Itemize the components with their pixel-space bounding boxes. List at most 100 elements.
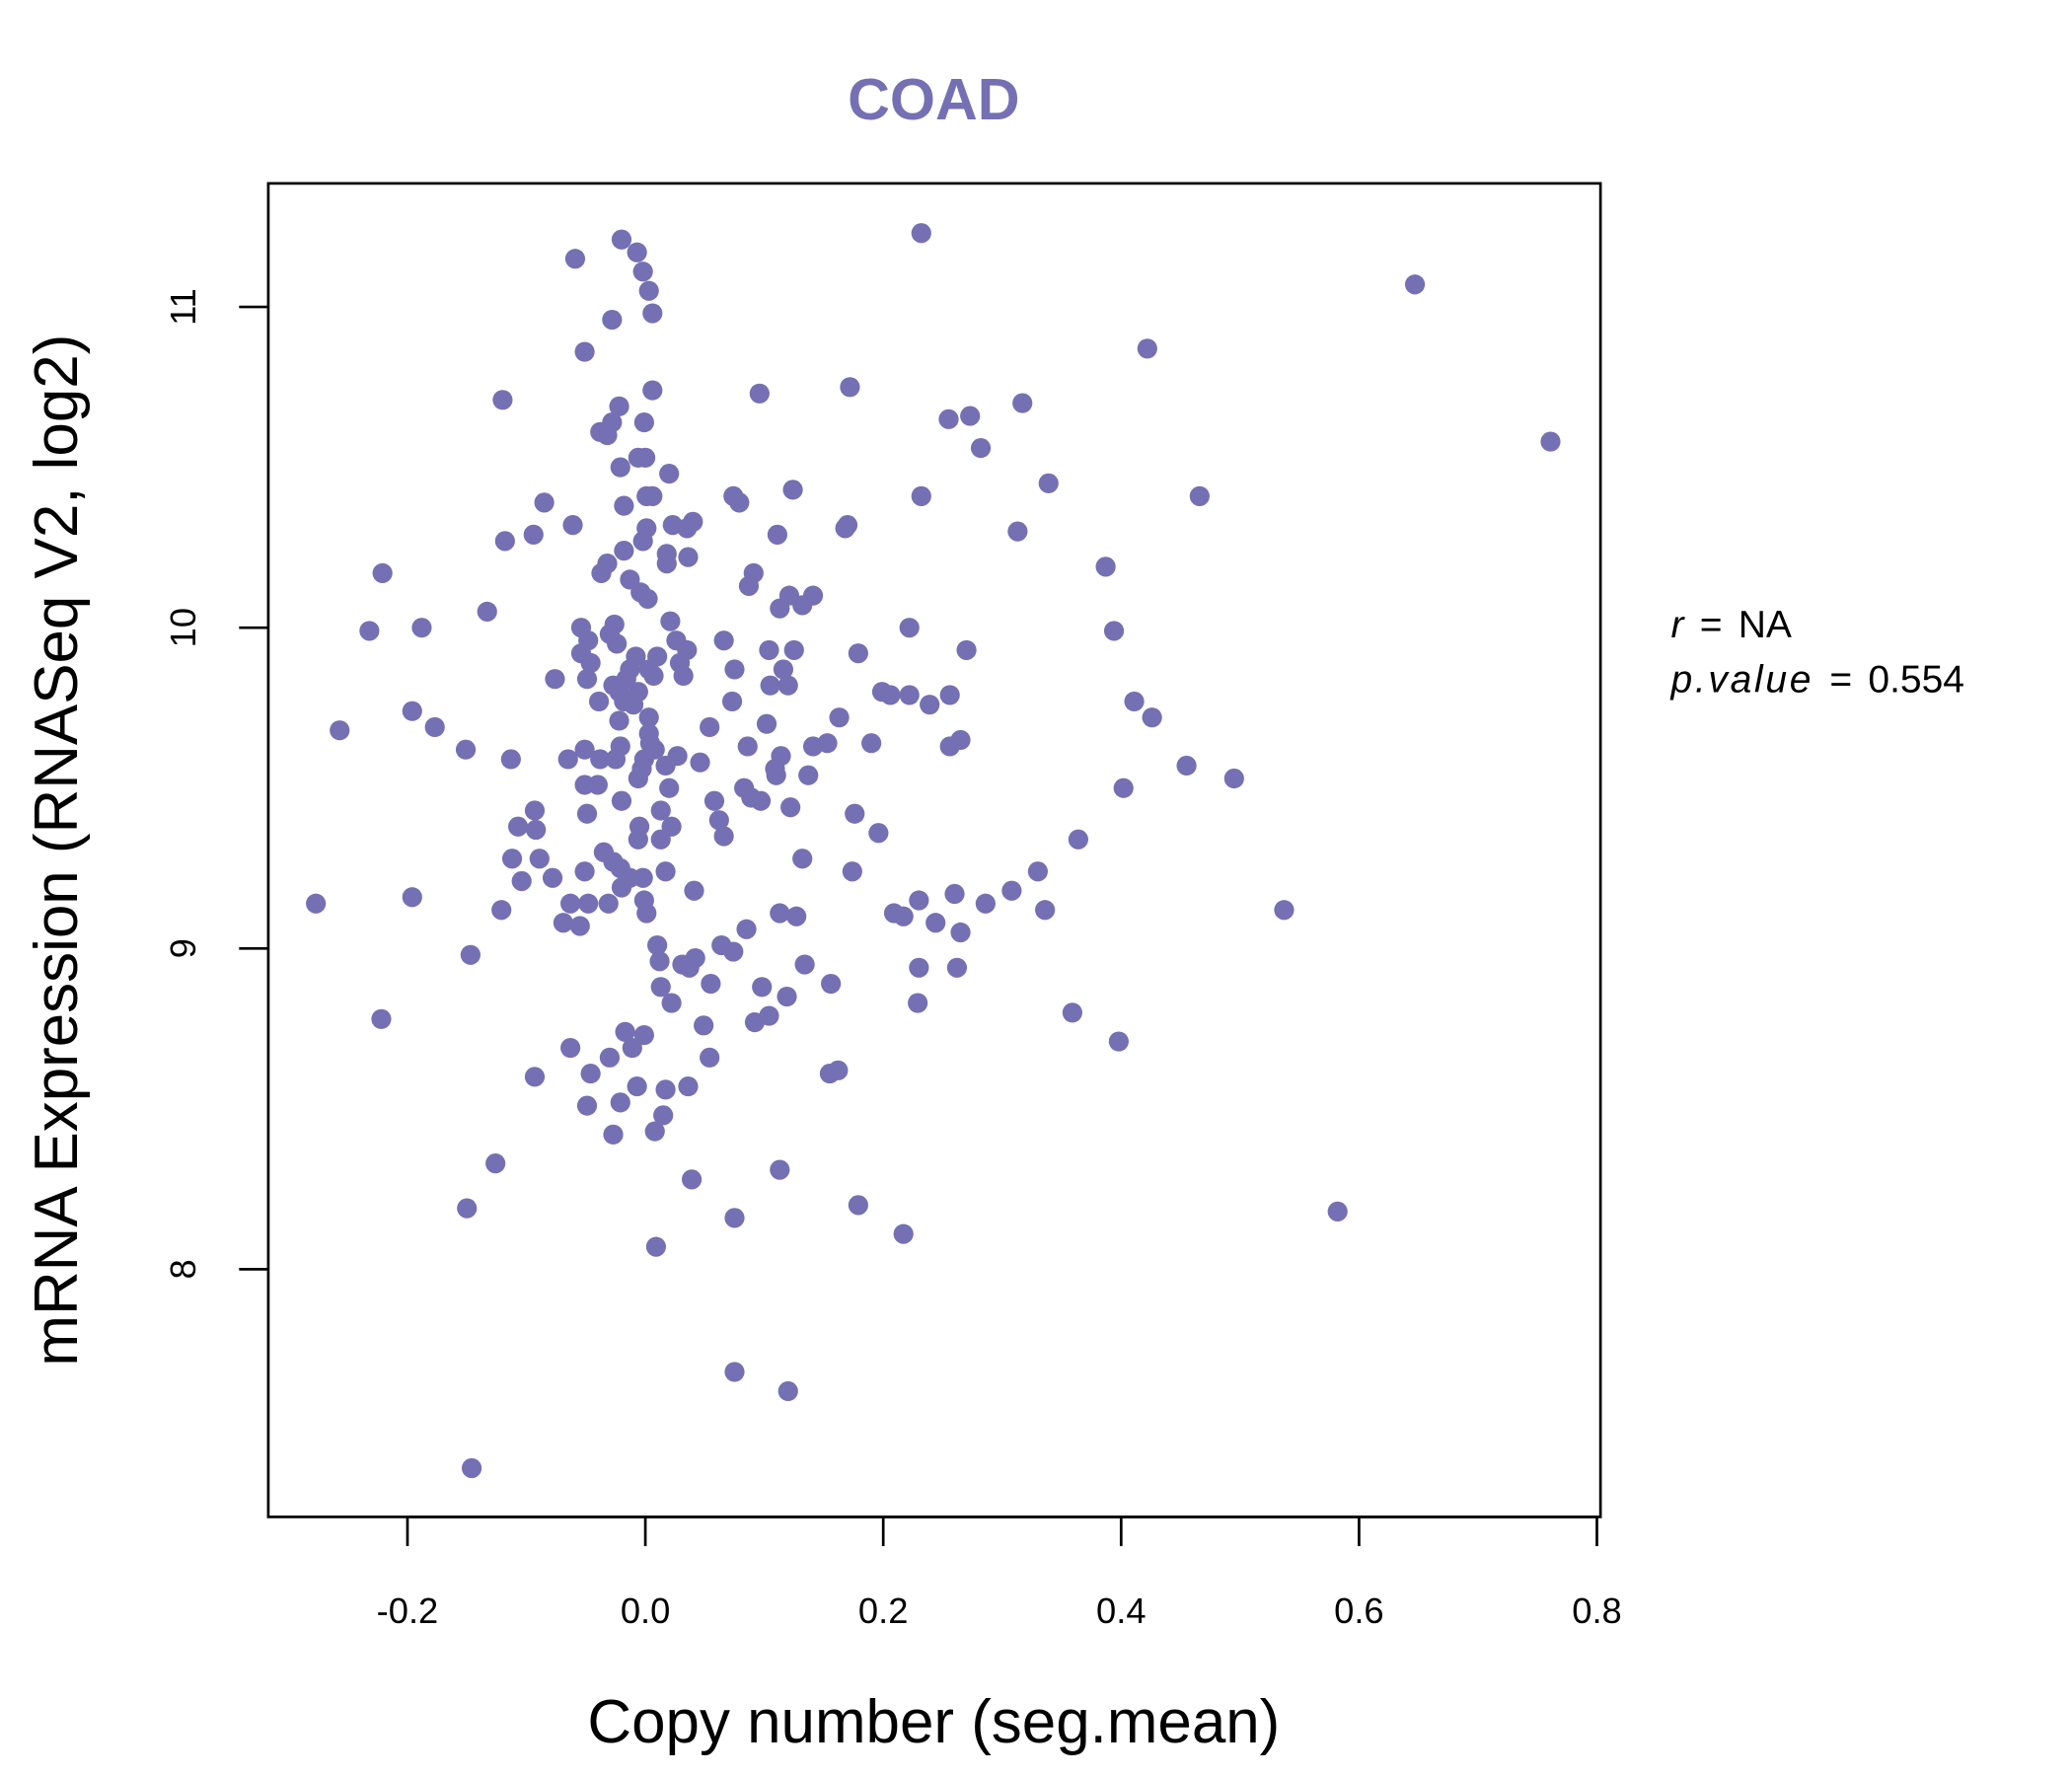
data-point	[1124, 691, 1145, 712]
data-point	[614, 541, 634, 561]
data-point	[526, 819, 547, 841]
data-point	[371, 1008, 392, 1029]
x-tick-label: 0.6	[1334, 1591, 1384, 1631]
data-point	[611, 877, 632, 898]
data-point	[777, 1380, 798, 1402]
plot-frame	[266, 182, 1602, 1518]
data-point	[574, 739, 595, 760]
data-point	[511, 870, 532, 892]
data-point	[939, 685, 960, 705]
data-point	[673, 665, 694, 687]
data-point	[724, 1362, 745, 1382]
data-point	[578, 893, 599, 914]
data-point	[642, 303, 663, 324]
data-point	[724, 1208, 745, 1228]
data-point	[911, 223, 931, 244]
data-point	[766, 765, 786, 785]
data-point	[829, 707, 850, 728]
data-point	[840, 377, 860, 398]
data-point	[821, 973, 842, 995]
data-point	[1068, 829, 1088, 850]
data-point	[638, 280, 659, 301]
data-point	[738, 575, 760, 596]
data-point	[650, 800, 671, 821]
data-point	[1108, 1031, 1129, 1052]
data-point	[649, 951, 670, 972]
data-point	[944, 883, 965, 905]
data-point	[752, 977, 773, 998]
x-tick-label: 0.2	[858, 1591, 909, 1631]
x-axis: -0.2 0.0 0.2 0.4 0.6 0.8	[377, 1516, 1622, 1631]
data-point	[560, 893, 581, 914]
data-point	[609, 396, 629, 416]
data-point	[1137, 338, 1157, 359]
data-point	[861, 733, 882, 754]
data-point	[1274, 900, 1295, 921]
data-point	[909, 890, 929, 911]
p-eq: =	[1829, 658, 1852, 701]
data-point	[684, 880, 704, 901]
data-point	[553, 913, 573, 933]
data-point	[580, 652, 601, 674]
data-point	[759, 639, 779, 661]
data-point	[455, 739, 477, 760]
data-point	[708, 810, 729, 831]
data-point	[460, 944, 481, 965]
data-point	[956, 639, 977, 661]
data-point	[633, 411, 654, 433]
data-point	[557, 749, 578, 770]
data-point	[591, 562, 612, 583]
data-point	[609, 710, 629, 731]
data-point	[623, 695, 644, 715]
data-point	[1103, 621, 1125, 641]
data-point	[1113, 777, 1134, 798]
data-point	[603, 1124, 624, 1145]
data-point	[1038, 473, 1059, 493]
data-point	[494, 531, 515, 552]
data-point	[614, 495, 634, 516]
data-point	[562, 515, 583, 536]
data-point	[637, 588, 658, 609]
data-point	[534, 492, 555, 513]
data-point	[938, 408, 959, 429]
data-point	[605, 749, 627, 770]
data-point	[564, 249, 586, 269]
data-point	[611, 229, 632, 250]
y-tick-label: 10	[163, 608, 203, 647]
y-tick-label: 11	[163, 288, 203, 326]
data-point	[524, 1067, 546, 1087]
data-point	[659, 777, 680, 798]
data-point	[690, 752, 710, 773]
data-point	[798, 765, 819, 785]
data-point	[500, 749, 521, 770]
data-point	[845, 803, 865, 824]
data-point	[780, 797, 801, 818]
y-tick-label: 8	[163, 1259, 203, 1279]
data-point	[642, 485, 663, 506]
data-point	[461, 1457, 482, 1479]
data-point	[424, 716, 445, 738]
data-point	[868, 823, 889, 844]
data-point	[794, 954, 815, 975]
data-point	[737, 736, 758, 757]
data-point	[545, 669, 565, 690]
data-point	[576, 1095, 598, 1116]
data-point	[524, 800, 546, 821]
data-point	[628, 768, 648, 789]
x-tick-label: 0.8	[1572, 1591, 1622, 1631]
data-point	[627, 1075, 647, 1097]
data-point	[694, 1015, 714, 1036]
data-point	[909, 957, 929, 978]
data-point	[644, 1121, 665, 1142]
data-point	[628, 829, 648, 850]
data-point	[1327, 1201, 1348, 1221]
data-point	[656, 554, 677, 574]
data-point	[653, 1105, 674, 1126]
data-point	[645, 1236, 667, 1257]
data-point	[632, 867, 653, 888]
data-point	[950, 922, 971, 943]
data-point	[893, 1223, 914, 1244]
data-point	[713, 826, 734, 847]
data-point	[1095, 556, 1116, 577]
p-value: 0.554	[1868, 658, 1964, 701]
